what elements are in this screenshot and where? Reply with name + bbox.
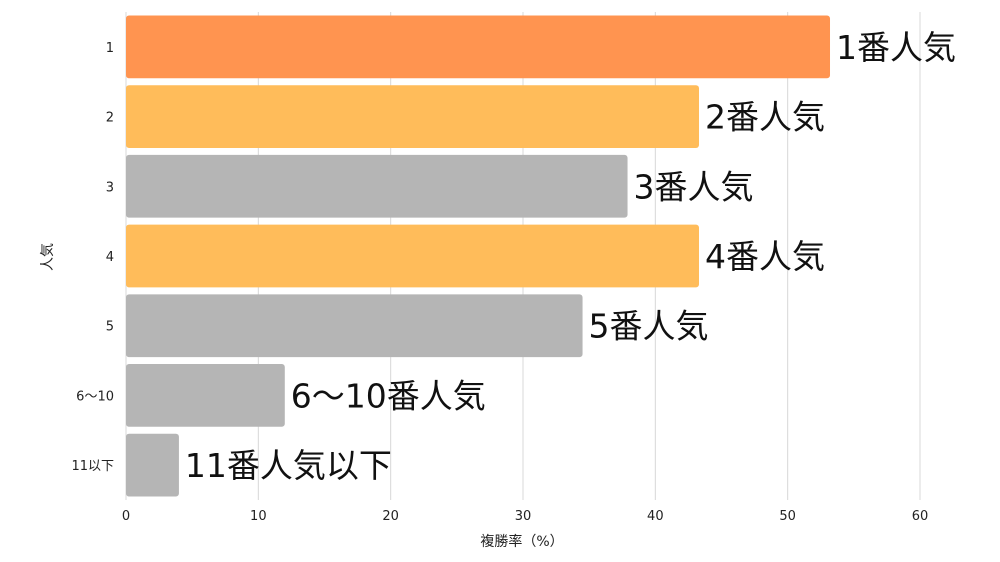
x-tick-label: 0 bbox=[122, 509, 130, 524]
x-axis-title: 複勝率（%） bbox=[480, 533, 563, 550]
bar-label: 2番人気 bbox=[705, 98, 825, 137]
y-tick-label: 11以下 bbox=[71, 459, 114, 474]
bar-label: 3番人気 bbox=[634, 167, 754, 206]
x-tick-label: 10 bbox=[250, 509, 267, 524]
x-axis-ticks: 0 10 20 30 40 50 60 bbox=[122, 509, 928, 524]
bar-label: 1番人気 bbox=[836, 28, 956, 67]
bar-5 bbox=[126, 294, 583, 358]
bar-label: 4番人気 bbox=[705, 237, 825, 276]
x-tick-label: 30 bbox=[515, 509, 532, 524]
y-tick-label: 1 bbox=[106, 41, 114, 56]
y-tick-label: 2 bbox=[106, 111, 114, 126]
bar-labels: 1番人気 2番人気 3番人気 4番人気 5番人気 6〜10番人気 11番人気以下 bbox=[185, 28, 956, 485]
bar-label: 5番人気 bbox=[589, 307, 709, 346]
bar-3 bbox=[126, 154, 628, 218]
bar-label: 11番人気以下 bbox=[185, 446, 392, 485]
y-axis-ticks: 1 2 3 4 5 6〜10 11以下 bbox=[71, 41, 114, 474]
x-tick-label: 50 bbox=[779, 509, 796, 524]
x-tick-label: 20 bbox=[382, 509, 399, 524]
bar-label: 6〜10番人気 bbox=[291, 376, 486, 415]
bar-6 bbox=[126, 364, 285, 427]
y-axis-title: 人気 bbox=[40, 243, 56, 271]
bars bbox=[126, 15, 831, 497]
bar-1 bbox=[126, 15, 831, 79]
x-tick-label: 40 bbox=[647, 509, 664, 524]
y-tick-label: 4 bbox=[106, 250, 114, 265]
y-tick-label: 6〜10 bbox=[76, 389, 114, 404]
bar-7 bbox=[126, 433, 179, 497]
bar-4 bbox=[126, 224, 700, 288]
y-tick-label: 3 bbox=[106, 180, 114, 195]
x-tick-label: 60 bbox=[912, 509, 929, 524]
y-tick-label: 5 bbox=[106, 320, 114, 335]
bar-2 bbox=[126, 85, 700, 148]
